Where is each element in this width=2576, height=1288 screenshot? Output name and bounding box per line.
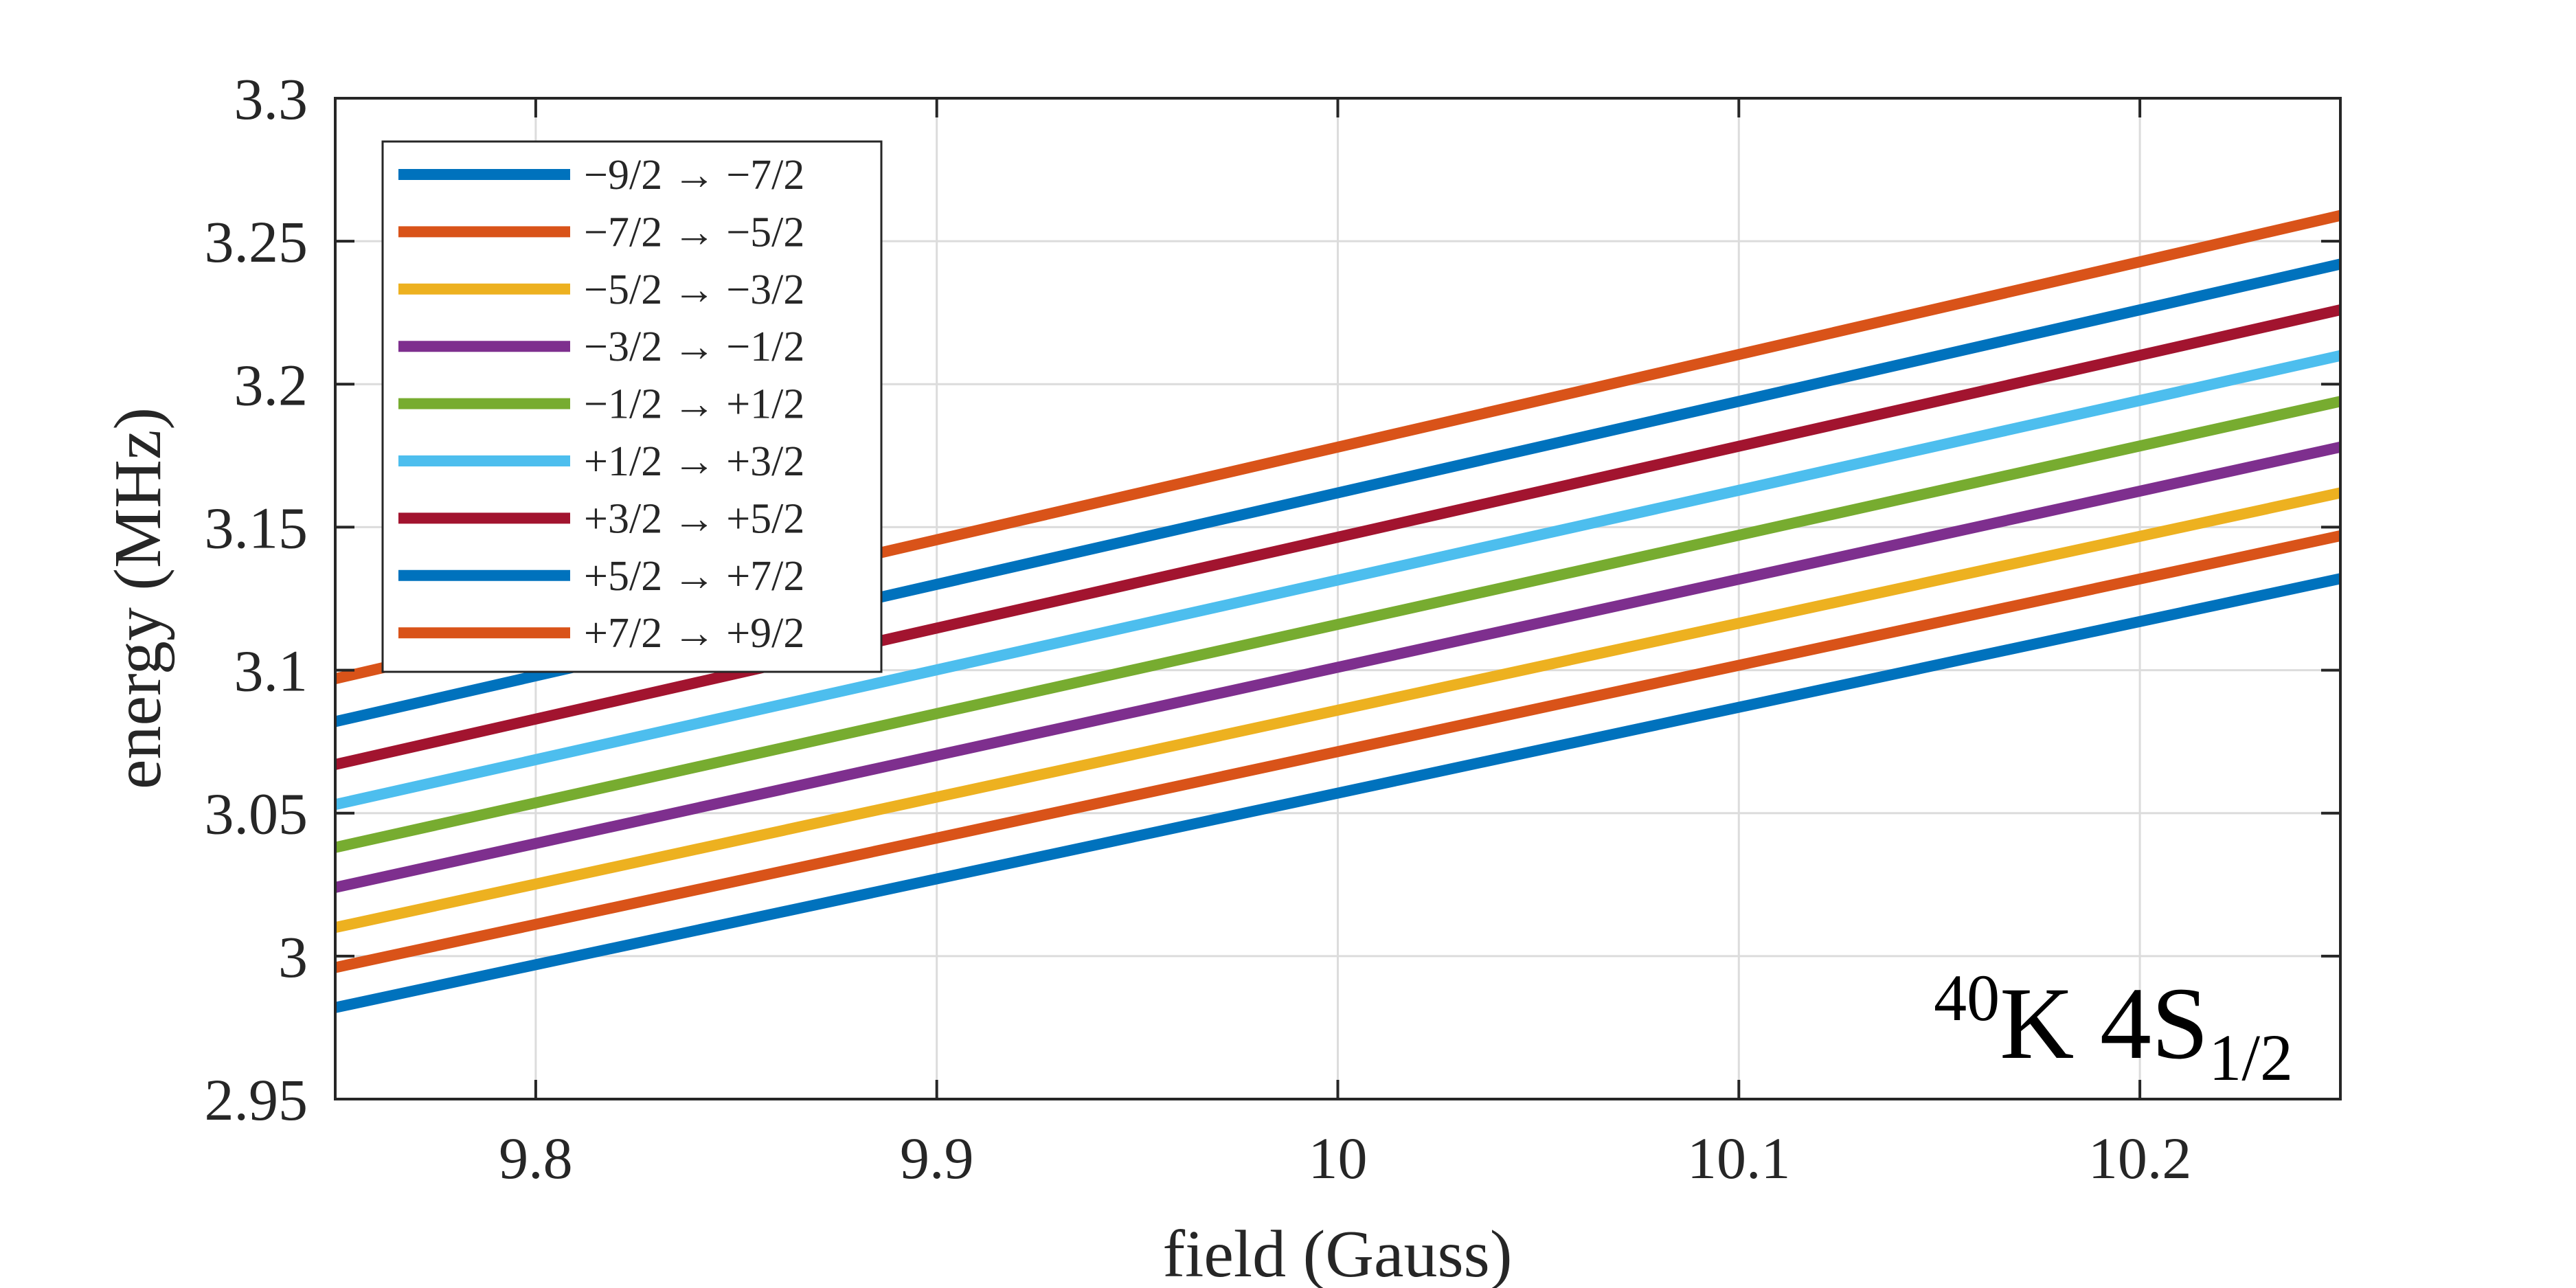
legend-label: +1/2 → +3/2	[584, 438, 804, 485]
annotation-element: K 4S	[2000, 967, 2208, 1081]
x-axis-label: field (Gauss)	[1163, 1217, 1513, 1288]
legend-label: −7/2 → −5/2	[584, 209, 804, 256]
x-tick-label: 10.1	[1687, 1125, 1791, 1191]
legend-label: +5/2 → +7/2	[584, 553, 804, 600]
annotation-subscript: 1/2	[2208, 1021, 2293, 1094]
y-tick-label: 3.05	[205, 781, 308, 847]
y-tick-label: 3.25	[205, 209, 308, 275]
legend-entries: −9/2 → −7/2 −7/2 → −5/2 −5/2 → −3/2 −3/2 → …	[398, 152, 804, 657]
series-line-7	[335, 304, 2340, 770]
series-line-2	[335, 530, 2340, 973]
series-line-4	[335, 442, 2340, 893]
tick-labels: 9.8 9.9 10 10.1 10.2 2.95 3 3.05 3.1 3.15 3.2 3.25 3…	[205, 66, 2192, 1191]
legend-label: −1/2 → +1/2	[584, 381, 804, 428]
y-tick-label: 3	[278, 924, 308, 990]
legend-entry: +3/2 → +5/2	[398, 495, 804, 542]
series-line-5	[335, 396, 2340, 853]
annotation-mass-number: 40	[1934, 961, 2000, 1035]
legend-label: −5/2 → −3/2	[584, 267, 804, 313]
legend-entry: +7/2 → +9/2	[398, 610, 804, 657]
y-tick-label: 3.3	[234, 66, 308, 132]
legend-label: +3/2 → +5/2	[584, 495, 804, 542]
legend-entry: +5/2 → +7/2	[398, 553, 804, 600]
x-tick-label: 9.8	[499, 1125, 573, 1191]
legend: −9/2 → −7/2 −7/2 → −5/2 −5/2 → −3/2 −3/2 → …	[381, 140, 883, 673]
legend-entry: +1/2 → +3/2	[398, 438, 804, 485]
legend-entry: −5/2 → −3/2	[398, 267, 804, 313]
y-axis-label: energy (MHz)	[101, 407, 175, 789]
series-line-3	[335, 487, 2340, 934]
legend-label: −9/2 → −7/2	[584, 152, 804, 199]
x-tick-label: 10	[1309, 1125, 1368, 1191]
legend-entry: −7/2 → −5/2	[398, 209, 804, 256]
x-tick-label: 9.9	[900, 1125, 974, 1191]
legend-entry: −1/2 → +1/2	[398, 381, 804, 428]
legend-label: −3/2 → −1/2	[584, 324, 804, 370]
series-line-1	[335, 573, 2340, 1013]
ticks	[335, 97, 2340, 1100]
legend-label: +7/2 → +9/2	[584, 610, 804, 657]
legend-entry: −3/2 → −1/2	[398, 324, 804, 370]
series-line-6	[335, 350, 2340, 811]
isotope-annotation: 40K 4S1/2	[1934, 961, 2293, 1094]
legend-entry: −9/2 → −7/2	[398, 152, 804, 199]
y-tick-label: 3.15	[205, 495, 308, 561]
y-tick-label: 3.2	[234, 352, 308, 418]
y-tick-label: 2.95	[205, 1067, 308, 1133]
y-tick-label: 3.1	[234, 638, 308, 704]
x-tick-label: 10.2	[2088, 1125, 2192, 1191]
